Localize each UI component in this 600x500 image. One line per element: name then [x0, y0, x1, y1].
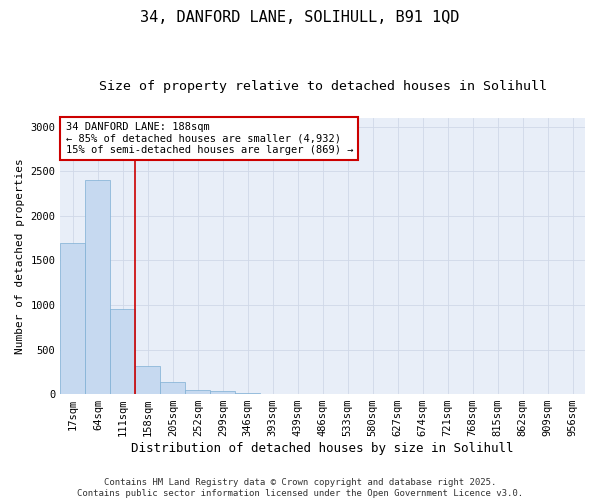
X-axis label: Distribution of detached houses by size in Solihull: Distribution of detached houses by size … — [131, 442, 514, 455]
Bar — [210, 392, 235, 394]
Bar — [160, 382, 185, 394]
Bar — [85, 180, 110, 394]
Text: 34 DANFORD LANE: 188sqm
← 85% of detached houses are smaller (4,932)
15% of semi: 34 DANFORD LANE: 188sqm ← 85% of detache… — [65, 122, 353, 155]
Y-axis label: Number of detached properties: Number of detached properties — [15, 158, 25, 354]
Bar — [235, 393, 260, 394]
Bar — [185, 390, 210, 394]
Bar — [61, 242, 85, 394]
Title: Size of property relative to detached houses in Solihull: Size of property relative to detached ho… — [99, 80, 547, 93]
Text: 34, DANFORD LANE, SOLIHULL, B91 1QD: 34, DANFORD LANE, SOLIHULL, B91 1QD — [140, 10, 460, 25]
Bar — [110, 310, 136, 394]
Text: Contains HM Land Registry data © Crown copyright and database right 2025.
Contai: Contains HM Land Registry data © Crown c… — [77, 478, 523, 498]
Bar — [136, 366, 160, 394]
